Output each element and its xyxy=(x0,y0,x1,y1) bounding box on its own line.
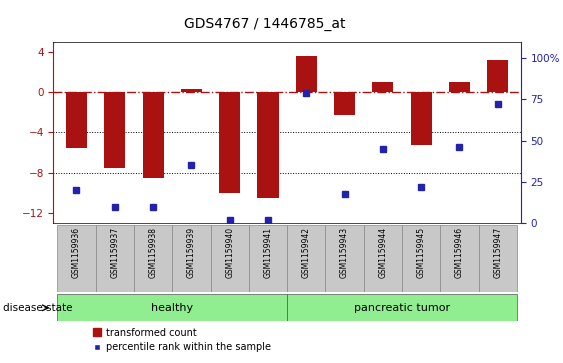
Text: healthy: healthy xyxy=(151,303,193,313)
Text: GSM1159947: GSM1159947 xyxy=(493,227,502,278)
Bar xyxy=(364,225,402,292)
Bar xyxy=(296,56,317,92)
Bar xyxy=(57,225,96,292)
Bar xyxy=(142,92,164,178)
Bar xyxy=(57,294,287,321)
Text: GSM1159942: GSM1159942 xyxy=(302,227,311,278)
Text: GSM1159946: GSM1159946 xyxy=(455,227,464,278)
Legend: transformed count, percentile rank within the sample: transformed count, percentile rank withi… xyxy=(90,324,275,356)
Bar xyxy=(181,89,202,92)
Bar xyxy=(96,225,134,292)
Text: GSM1159939: GSM1159939 xyxy=(187,227,196,278)
Bar xyxy=(219,92,240,193)
Bar xyxy=(287,225,325,292)
Bar xyxy=(66,92,87,148)
Text: GSM1159945: GSM1159945 xyxy=(417,227,426,278)
Bar xyxy=(249,225,287,292)
Text: GSM1159937: GSM1159937 xyxy=(110,227,119,278)
Bar xyxy=(211,225,249,292)
Text: GDS4767 / 1446785_at: GDS4767 / 1446785_at xyxy=(184,17,345,30)
Text: GSM1159940: GSM1159940 xyxy=(225,227,234,278)
Text: GSM1159938: GSM1159938 xyxy=(149,227,158,278)
Bar xyxy=(257,92,279,198)
Bar xyxy=(134,225,172,292)
Bar xyxy=(440,225,479,292)
Bar xyxy=(325,225,364,292)
Bar xyxy=(479,225,517,292)
Bar xyxy=(449,82,470,92)
Bar xyxy=(410,92,432,144)
Text: GSM1159941: GSM1159941 xyxy=(263,227,272,278)
Bar xyxy=(372,82,394,92)
Text: GSM1159944: GSM1159944 xyxy=(378,227,387,278)
Bar xyxy=(287,294,517,321)
Bar xyxy=(104,92,126,168)
Bar xyxy=(487,60,508,92)
Text: pancreatic tumor: pancreatic tumor xyxy=(354,303,450,313)
Text: GSM1159936: GSM1159936 xyxy=(72,227,81,278)
Bar xyxy=(334,92,355,115)
Bar xyxy=(402,225,440,292)
Text: GSM1159943: GSM1159943 xyxy=(340,227,349,278)
Bar xyxy=(172,225,211,292)
Text: disease state: disease state xyxy=(3,303,72,313)
